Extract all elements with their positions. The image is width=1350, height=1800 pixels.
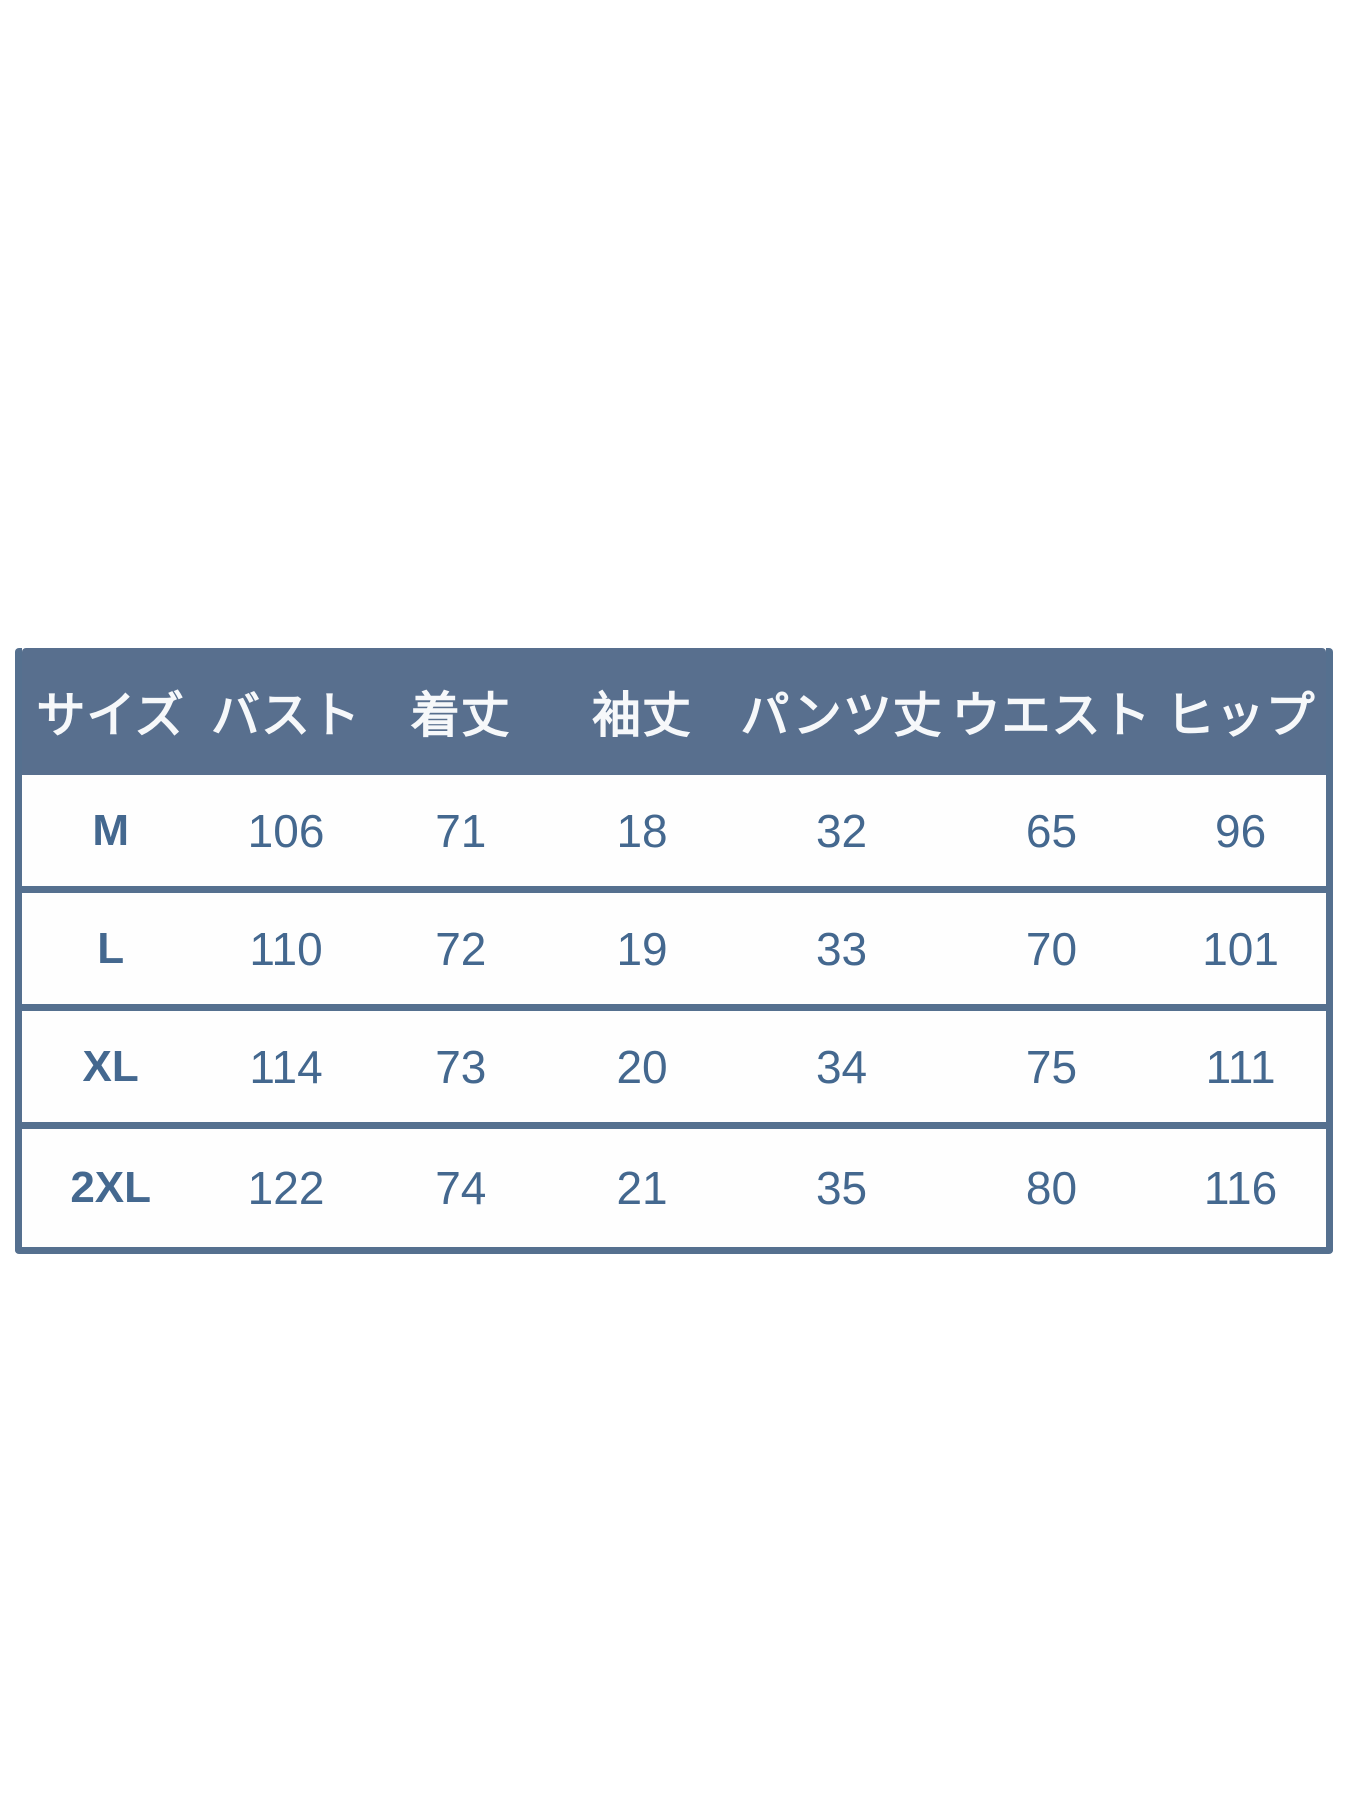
cell-value: 80 [947, 1129, 1156, 1247]
cell-value: 70 [947, 893, 1156, 1011]
cell-value: 96 [1155, 775, 1326, 893]
cell-value: 73 [372, 1011, 549, 1129]
cell-value: 111 [1155, 1011, 1326, 1129]
cell-value: 74 [372, 1129, 549, 1247]
cell-value: 19 [548, 893, 736, 1011]
cell-value: 110 [199, 893, 373, 1011]
size-chart-header-row: サイズ バスト 着丈 袖丈 パンツ丈 ウエスト ヒップ [22, 648, 1326, 775]
cell-value: 21 [548, 1129, 736, 1247]
cell-size-m: M [22, 775, 200, 893]
cell-value: 18 [548, 775, 736, 893]
cell-value: 33 [735, 893, 948, 1011]
cell-size-xl: XL [22, 1011, 200, 1129]
cell-value: 114 [199, 1011, 373, 1129]
cell-value: 75 [947, 1011, 1156, 1129]
cell-value: 106 [199, 775, 373, 893]
cell-value: 34 [735, 1011, 948, 1129]
column-header-bust: バスト [199, 648, 373, 775]
column-header-hip: ヒップ [1155, 648, 1326, 775]
size-chart-table: サイズ バスト 着丈 袖丈 パンツ丈 ウエスト ヒップ M 106 71 18 … [15, 648, 1333, 1254]
column-header-length: 着丈 [372, 648, 549, 775]
cell-value: 20 [548, 1011, 736, 1129]
cell-value: 116 [1155, 1129, 1326, 1247]
cell-size-l: L [22, 893, 200, 1011]
column-header-waist: ウエスト [947, 648, 1156, 775]
cell-value: 71 [372, 775, 549, 893]
column-header-size: サイズ [22, 648, 200, 775]
cell-value: 101 [1155, 893, 1326, 1011]
table-row-l: L 110 72 19 33 70 101 [22, 893, 1326, 1011]
cell-value: 72 [372, 893, 549, 1011]
cell-size-2xl: 2XL [22, 1129, 200, 1247]
cell-value: 65 [947, 775, 1156, 893]
table-row-m: M 106 71 18 32 65 96 [22, 775, 1326, 893]
cell-value: 122 [199, 1129, 373, 1247]
cell-value: 32 [735, 775, 948, 893]
table-row-xl: XL 114 73 20 34 75 111 [22, 1011, 1326, 1129]
table-row-2xl: 2XL 122 74 21 35 80 116 [22, 1129, 1326, 1247]
cell-value: 35 [735, 1129, 948, 1247]
column-header-sleeve: 袖丈 [548, 648, 736, 775]
column-header-pants: パンツ丈 [735, 648, 948, 775]
